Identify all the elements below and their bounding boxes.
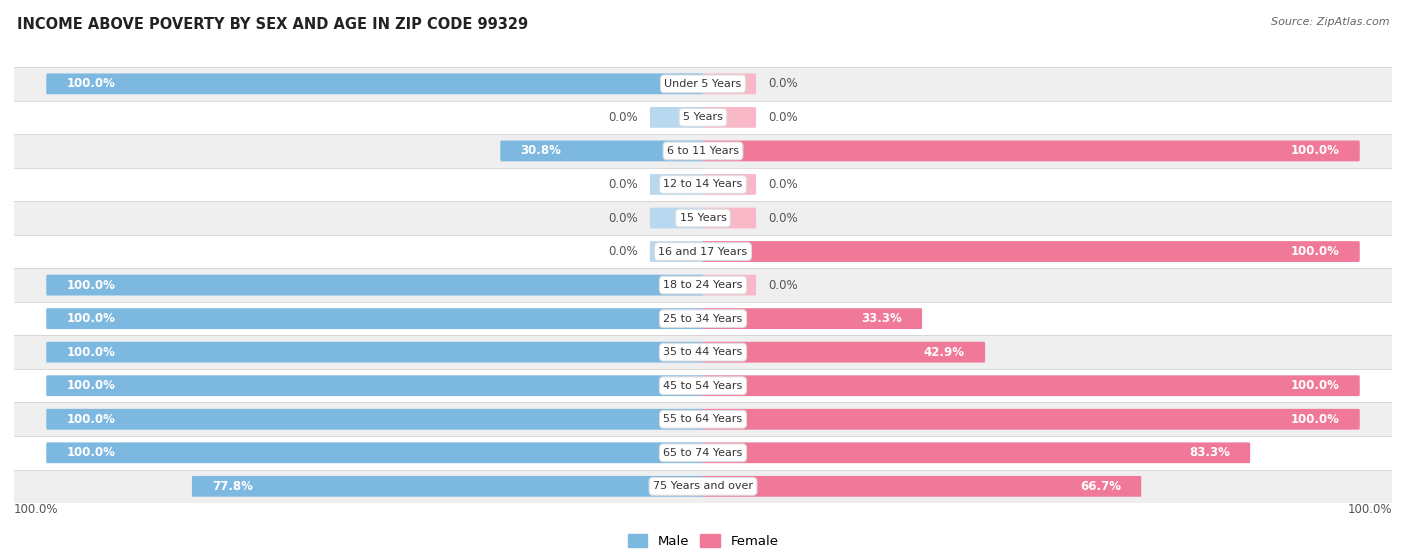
FancyBboxPatch shape [703,308,922,329]
Text: Source: ZipAtlas.com: Source: ZipAtlas.com [1271,17,1389,27]
Text: 45 to 54 Years: 45 to 54 Years [664,381,742,391]
Text: 75 Years and over: 75 Years and over [652,481,754,491]
Bar [14,369,1392,402]
FancyBboxPatch shape [501,140,703,162]
Text: 0.0%: 0.0% [769,278,799,292]
FancyBboxPatch shape [46,375,703,396]
FancyBboxPatch shape [703,409,1360,430]
Text: 35 to 44 Years: 35 to 44 Years [664,347,742,357]
Text: Under 5 Years: Under 5 Years [665,79,741,89]
Text: 15 Years: 15 Years [679,213,727,223]
Text: 100.0%: 100.0% [66,77,115,91]
FancyBboxPatch shape [703,241,1360,262]
Text: 100.0%: 100.0% [66,345,115,359]
Text: INCOME ABOVE POVERTY BY SEX AND AGE IN ZIP CODE 99329: INCOME ABOVE POVERTY BY SEX AND AGE IN Z… [17,17,529,32]
Text: 100.0%: 100.0% [66,278,115,292]
Bar [14,402,1392,436]
Text: 100.0%: 100.0% [1347,503,1392,516]
Bar [14,470,1392,503]
FancyBboxPatch shape [46,274,703,296]
FancyBboxPatch shape [46,409,703,430]
FancyBboxPatch shape [650,174,703,195]
Bar [14,235,1392,268]
FancyBboxPatch shape [703,342,986,363]
Text: 83.3%: 83.3% [1189,446,1230,459]
Text: 0.0%: 0.0% [769,211,799,225]
Text: 16 and 17 Years: 16 and 17 Years [658,247,748,257]
FancyBboxPatch shape [650,241,703,262]
Text: 100.0%: 100.0% [66,413,115,426]
Bar [14,67,1392,101]
FancyBboxPatch shape [46,342,703,363]
Text: 100.0%: 100.0% [66,379,115,392]
Text: 77.8%: 77.8% [212,480,253,493]
Bar [14,436,1392,470]
FancyBboxPatch shape [703,476,1142,497]
Text: 66.7%: 66.7% [1080,480,1121,493]
Text: 30.8%: 30.8% [520,144,561,158]
Text: 100.0%: 100.0% [66,312,115,325]
Text: 0.0%: 0.0% [607,245,637,258]
Text: 100.0%: 100.0% [14,503,59,516]
Text: 25 to 34 Years: 25 to 34 Years [664,314,742,324]
Text: 100.0%: 100.0% [1291,245,1340,258]
FancyBboxPatch shape [703,274,756,296]
Text: 100.0%: 100.0% [1291,144,1340,158]
Legend: Male, Female: Male, Female [623,528,783,553]
Text: 100.0%: 100.0% [66,446,115,459]
FancyBboxPatch shape [703,73,756,94]
FancyBboxPatch shape [703,107,756,128]
FancyBboxPatch shape [46,442,703,463]
Text: 100.0%: 100.0% [1291,413,1340,426]
Text: 0.0%: 0.0% [769,77,799,91]
Text: 42.9%: 42.9% [924,345,965,359]
FancyBboxPatch shape [46,308,703,329]
Bar [14,302,1392,335]
FancyBboxPatch shape [703,174,756,195]
Text: 100.0%: 100.0% [1291,379,1340,392]
FancyBboxPatch shape [650,107,703,128]
Text: 0.0%: 0.0% [607,178,637,191]
Bar [14,201,1392,235]
FancyBboxPatch shape [46,73,703,94]
Text: 0.0%: 0.0% [769,178,799,191]
FancyBboxPatch shape [650,207,703,229]
Text: 5 Years: 5 Years [683,112,723,122]
Text: 12 to 14 Years: 12 to 14 Years [664,179,742,190]
Text: 0.0%: 0.0% [607,111,637,124]
Text: 18 to 24 Years: 18 to 24 Years [664,280,742,290]
Bar [14,101,1392,134]
Bar [14,268,1392,302]
Text: 55 to 64 Years: 55 to 64 Years [664,414,742,424]
Bar [14,168,1392,201]
FancyBboxPatch shape [703,207,756,229]
FancyBboxPatch shape [703,375,1360,396]
Bar [14,134,1392,168]
FancyBboxPatch shape [191,476,703,497]
Text: 6 to 11 Years: 6 to 11 Years [666,146,740,156]
FancyBboxPatch shape [703,140,1360,162]
FancyBboxPatch shape [703,442,1250,463]
Text: 0.0%: 0.0% [769,111,799,124]
Text: 33.3%: 33.3% [860,312,901,325]
Text: 65 to 74 Years: 65 to 74 Years [664,448,742,458]
Bar [14,335,1392,369]
Text: 0.0%: 0.0% [607,211,637,225]
